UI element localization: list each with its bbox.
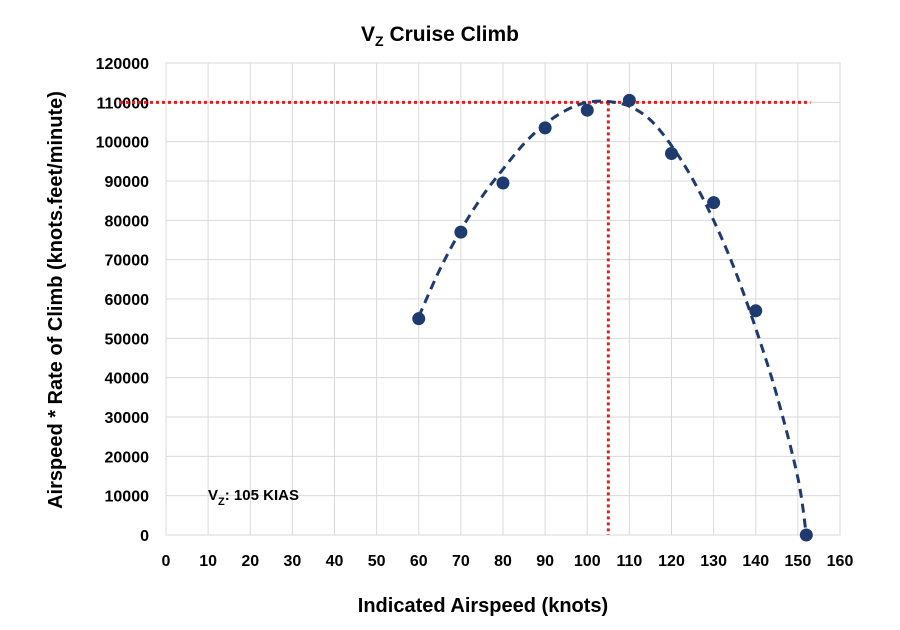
trendline [417, 99, 808, 536]
data-point [580, 103, 594, 117]
y-tick-label: 50000 [105, 331, 150, 348]
y-tick-label: 20000 [105, 449, 150, 466]
x-tick-label: 60 [410, 553, 428, 570]
x-tick-label: 50 [368, 553, 386, 570]
x-tick-label: 30 [283, 553, 301, 570]
x-tick-label: 160 [827, 553, 854, 570]
x-tick-label: 100 [574, 553, 601, 570]
data-point [454, 225, 468, 239]
y-axis-title: Airspeed * Rate of Climb (knots.feet/min… [45, 91, 67, 509]
data-point [622, 93, 636, 107]
vz-annotation: VZ: 105 KIAS [208, 487, 299, 508]
y-tick-label: 90000 [105, 174, 150, 191]
y-axis-ticks: 0 10000 20000 30000 40000 50000 60000 70000 8000… [96, 56, 149, 545]
y-tick-label: 0 [140, 528, 149, 545]
x-tick-label: 120 [658, 553, 685, 570]
y-tick-label: 100000 [96, 135, 149, 152]
y-tick-label: 30000 [105, 410, 150, 427]
plot-area [165, 62, 841, 536]
chart-title: VZ Cruise Climb [361, 23, 519, 49]
x-tick-label: 140 [742, 553, 769, 570]
x-tick-label: 90 [536, 553, 554, 570]
x-axis-ticks: 0 10 20 30 40 50 60 70 80 90 100 110 120 130 140 150 160 [162, 553, 854, 570]
x-tick-label: 40 [326, 553, 344, 570]
data-point [665, 146, 678, 160]
y-tick-label: 70000 [105, 253, 150, 270]
data-point [412, 312, 426, 326]
y-tick-label: 60000 [105, 292, 150, 309]
x-tick-label: 20 [241, 553, 259, 570]
x-tick-label: 70 [452, 553, 470, 570]
y-tick-label: 80000 [105, 213, 150, 230]
x-tick-label: 0 [162, 553, 171, 570]
data-point [799, 528, 813, 542]
data-point [749, 304, 763, 318]
grid [165, 62, 841, 536]
y-tick-label: 120000 [96, 56, 149, 73]
data-point [496, 176, 510, 190]
x-tick-label: 110 [616, 553, 642, 570]
y-tick-label: 10000 [105, 489, 150, 506]
data-points [412, 93, 813, 542]
x-axis-title: Indicated Airspeed (knots) [358, 595, 608, 617]
x-tick-label: 80 [494, 553, 512, 570]
data-point [538, 121, 552, 135]
reference-lines [120, 100, 811, 535]
y-tick-label: 40000 [105, 371, 150, 388]
x-tick-label: 10 [199, 553, 217, 570]
data-point [707, 196, 721, 210]
x-tick-label: 150 [785, 553, 812, 570]
x-tick-label: 130 [700, 553, 727, 570]
